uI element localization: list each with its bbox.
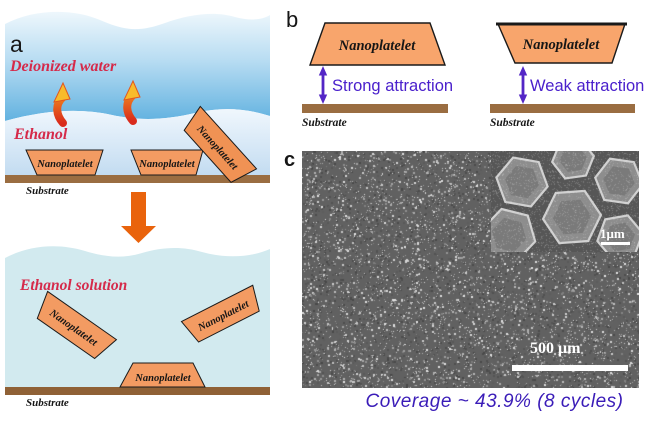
strong-attraction-diagram: Nanoplatelet Strong attraction Substrate <box>302 22 453 129</box>
nanoplatelet-label: Nanoplatelet <box>522 37 600 53</box>
ethanol-solution-label: Ethanol solution <box>19 277 127 294</box>
coverage-caption: Coverage ~ 43.9% (8 cycles) <box>365 391 624 412</box>
substrate-bar-bottom <box>5 387 270 395</box>
substrate-label-bottom: Substrate <box>26 397 69 409</box>
hexagon-platelet <box>495 156 549 208</box>
ethanol-solution-region <box>5 246 270 387</box>
hexagon-platelet <box>491 207 537 252</box>
substrate-bar-top <box>5 175 270 183</box>
nanoplatelet-label: Nanoplatelet <box>36 159 93 170</box>
inset-scale-bar <box>601 242 630 245</box>
rising-arrow-icon <box>53 81 71 127</box>
deionized-water-region <box>5 11 270 122</box>
inset-scale-label: 1μm <box>600 226 625 241</box>
strong-attraction-label: Strong attraction <box>332 77 453 95</box>
down-arrow-icon <box>121 192 156 243</box>
panel-b: b Nanoplatelet Strong attraction Substra… <box>286 7 644 129</box>
sem-inset-image: 1μm <box>491 151 639 252</box>
nanoplatelet-label: Nanoplatelet <box>338 38 416 54</box>
panel-b-label: b <box>286 7 298 32</box>
panel-a-label: a <box>10 31 23 57</box>
nanoplatelet-landed: Nanoplatelet <box>119 362 206 388</box>
sem-image: 1μm 500 μm <box>302 151 639 388</box>
weak-attraction-diagram: Nanoplatelet Weak attraction Substrate <box>490 22 644 129</box>
substrate-bar <box>490 104 635 113</box>
panel-a: a Deionized water Ethanol Nanoplatelet N… <box>5 11 270 409</box>
nanoplatelet-label: Nanoplatelet <box>134 373 191 384</box>
deionized-water-label: Deionized water <box>9 58 117 75</box>
substrate-label-top: Substrate <box>26 185 69 197</box>
nanoplatelet-label: Nanoplatelet <box>138 159 195 170</box>
hexagon-platelet <box>541 189 603 245</box>
main-scale-label: 500 μm <box>530 340 581 357</box>
rising-arrow-icon <box>123 79 141 125</box>
weak-attraction-label: Weak attraction <box>530 77 644 95</box>
ethanol-label: Ethanol <box>13 126 68 143</box>
substrate-label: Substrate <box>302 117 347 129</box>
nanoplatelet-flat-2: Nanoplatelet <box>130 149 204 176</box>
nanoplatelet-flat-1: Nanoplatelet <box>25 149 104 176</box>
hexagon-platelet <box>550 151 596 180</box>
nanoplatelet-shape <box>309 22 446 66</box>
hexagon-platelet <box>593 157 639 205</box>
double-arrow-icon <box>318 66 328 104</box>
double-arrow-icon <box>518 66 528 104</box>
panel-c-label: c <box>284 149 296 171</box>
substrate-bar <box>302 104 448 113</box>
substrate-label: Substrate <box>490 117 535 129</box>
main-scale-bar <box>512 365 628 371</box>
